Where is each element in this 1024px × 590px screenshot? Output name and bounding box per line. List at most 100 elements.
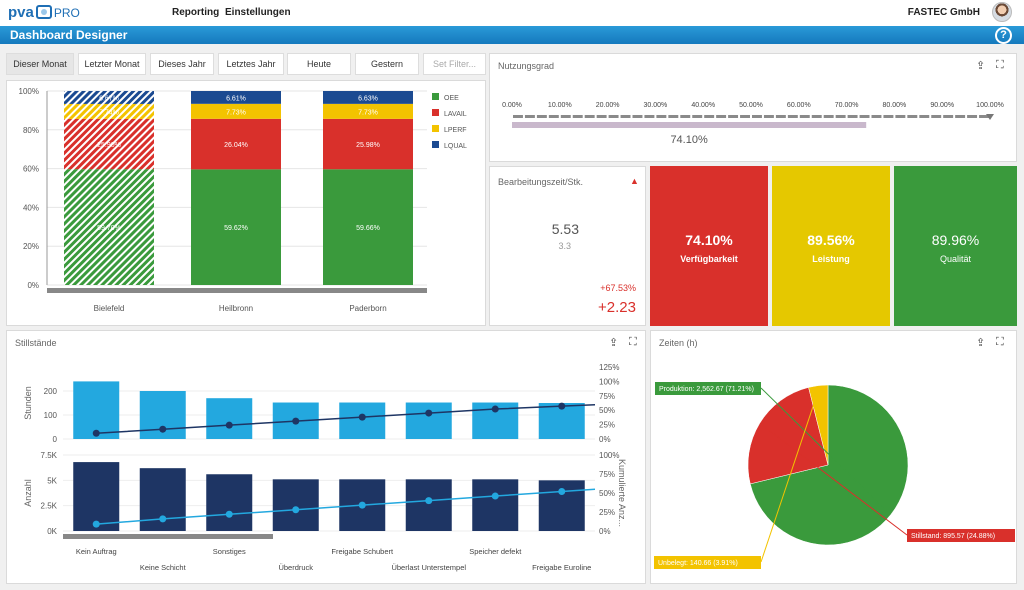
gauge-scale-segment — [967, 115, 978, 118]
data-label: 7.73% — [226, 109, 246, 116]
filter-gestern[interactable]: Gestern — [355, 53, 419, 75]
logo-pro: PRO — [53, 6, 80, 20]
logo-text: pva — [8, 4, 34, 21]
gauge-scale-segment — [513, 115, 523, 118]
gauge-scale-segment — [835, 115, 846, 118]
export-icon[interactable]: ⇪ — [976, 60, 986, 72]
y-tick-label: 60% — [23, 165, 39, 174]
nav-reporting[interactable]: Reporting — [172, 7, 220, 18]
stillstaende-pareto-chart: 0 100 200 0% 25% 50% 75% 100% 125% Stunden 0K 2.5K 5… — [23, 363, 627, 572]
filter-dieser-monat[interactable]: Dieser Monat — [6, 53, 74, 75]
cumulative-point — [491, 405, 499, 413]
y2-tick-label: 0% — [599, 435, 611, 444]
nutzungsgrad-panel: Nutzungsgrad ⇪ ⛶ 0.00% 10.00% 20.00% 30.00%… — [489, 53, 1017, 162]
pie-leader-line — [760, 389, 820, 563]
bearbeitungszeit-title: Bearbeitungszeit/Stk. — [498, 177, 584, 187]
filter-letztes-jahr[interactable]: Letztes Jahr — [218, 53, 284, 75]
app-logo[interactable]: pva PRO — [8, 4, 80, 21]
gauge-tick-label: 30.00% — [644, 102, 668, 109]
data-label: 26.04% — [224, 142, 248, 149]
filter-heute[interactable]: Heute — [287, 53, 351, 75]
gauge-scale-segment — [680, 115, 691, 118]
pie-data-label: Produktion: 2,562.67 (71.21%) — [659, 386, 754, 393]
gauge-scale-segment — [668, 115, 679, 118]
bar — [73, 462, 120, 531]
cumulative-point — [425, 409, 433, 417]
gauge-scale-segment — [608, 115, 619, 118]
bearbeitungszeit-panel: Bearbeitungszeit/Stk. ▲ 5.53 3.3 +67.53%… — [489, 166, 646, 326]
y2-tick-label: 100% — [599, 451, 619, 460]
y-tick-label: 100% — [19, 87, 39, 96]
data-label: 59.70% — [97, 225, 121, 232]
y2-tick-label: 75% — [599, 470, 615, 479]
y-tick-label: 40% — [23, 203, 39, 212]
user-avatar[interactable] — [992, 2, 1012, 22]
bar — [73, 381, 120, 439]
bar — [206, 398, 253, 439]
y-axis-label: Anzahl — [23, 479, 33, 507]
zeiten-title: Zeiten (h) — [659, 338, 698, 348]
cumulative-point — [159, 515, 167, 523]
gauge-scale-segment — [644, 115, 655, 118]
cumulative-point — [425, 497, 433, 505]
fullscreen-icon[interactable]: ⛶ — [996, 336, 1004, 348]
y-tick-label: 0% — [27, 281, 39, 290]
bar — [206, 474, 253, 531]
legend-swatch — [432, 109, 439, 116]
kpi-value: 89.96% — [931, 232, 980, 248]
y2-tick-label: 100% — [599, 377, 619, 386]
change-absolute: +2.23 — [598, 299, 636, 316]
pie-label-box — [654, 556, 761, 569]
gauge-value-label: 74.10% — [670, 134, 708, 146]
gauge-scale-segment — [752, 115, 762, 118]
gauge-scale-segment — [871, 115, 882, 118]
gauge-scale-segment — [584, 115, 595, 118]
gauge-scale-segment — [596, 115, 607, 118]
set-filter-button[interactable]: Set Filter... — [423, 53, 486, 75]
export-icon[interactable]: ⇪ — [609, 337, 619, 349]
filter-letzter-monat[interactable]: Letzter Monat — [78, 53, 146, 75]
gauge-scale-segment — [883, 115, 894, 118]
stillstaende-panel: Stillstände ⇪ ⛶ 0 100 200 0% 25% 50% 75% 100% 12… — [6, 330, 646, 584]
cumulative-point — [358, 413, 366, 421]
y-tick-label: 20% — [23, 242, 39, 251]
fullscreen-icon[interactable]: ⛶ — [629, 336, 637, 348]
kpi-value: 74.10% — [685, 232, 733, 248]
gauge-scale-segment — [895, 115, 906, 118]
gauge-scale-segment — [656, 115, 667, 118]
fullscreen-icon[interactable]: ⛶ — [996, 59, 1004, 71]
gauge-scale-segment — [620, 115, 631, 118]
pie-data-label: Unbelegt: 140.66 (3.91%) — [658, 560, 738, 567]
bar-segment — [191, 91, 281, 104]
gauge-scale-segment — [740, 115, 750, 118]
trend-up-icon: ▲ — [630, 176, 639, 186]
data-label: 6.67% — [99, 95, 119, 102]
data-label: 59.62% — [224, 225, 248, 232]
current-value: 5.53 — [551, 221, 579, 237]
bar — [405, 479, 452, 531]
y-tick-label: 2.5K — [41, 502, 58, 511]
gauge-scale-segment — [524, 115, 535, 118]
nav-einstellungen[interactable]: Einstellungen — [225, 7, 291, 18]
oee-chart-panel: 0% 20% 40% 60% 80% 100% 59.70% 25.90% 7.74% 6.67%… — [6, 80, 486, 326]
y-tick-label: 200 — [44, 387, 58, 396]
previous-value: 3.3 — [558, 241, 571, 251]
gauge-scale-segment — [632, 115, 643, 118]
help-icon[interactable]: ? — [995, 27, 1012, 44]
bar-segment — [323, 118, 413, 170]
gauge-tick-label: 100.00% — [976, 102, 1004, 109]
legend-label: LAVAIL — [444, 111, 467, 118]
filter-dieses-jahr[interactable]: Dieses Jahr — [150, 53, 214, 75]
gauge-scale-segment — [536, 115, 547, 118]
bar-segment — [64, 169, 154, 285]
change-percent: +67.53% — [600, 283, 636, 293]
nutzungsgrad-title: Nutzungsgrad — [498, 61, 555, 71]
x-tick-label: Bielefeld — [94, 304, 125, 313]
pie-label-box — [655, 382, 761, 395]
export-icon[interactable]: ⇪ — [976, 337, 986, 349]
cumulative-point — [558, 402, 566, 410]
y2-tick-label: 50% — [599, 406, 615, 415]
gauge-scale-segment — [919, 115, 930, 118]
cumulative-point — [292, 417, 300, 425]
x-tick-label: Kein Auftrag — [76, 547, 117, 556]
